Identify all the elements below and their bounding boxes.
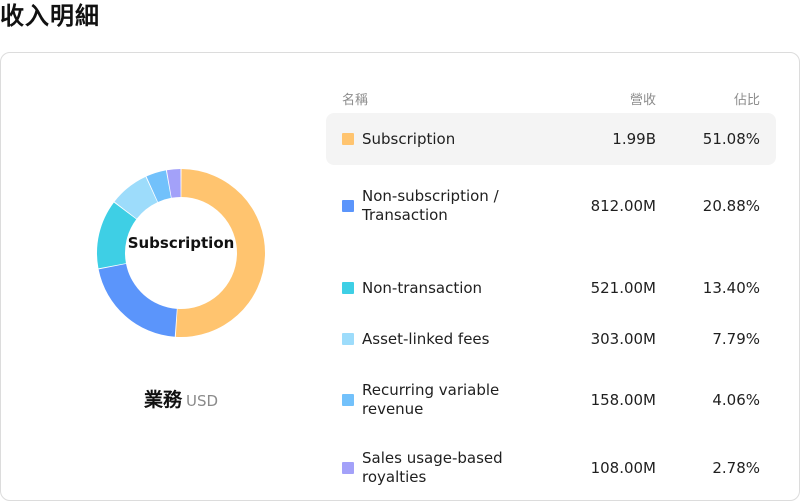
header-name: 名稱 bbox=[342, 93, 369, 108]
row-revenue: 521.00M bbox=[590, 278, 656, 297]
table-header: 名稱 營收 佔比 bbox=[326, 83, 776, 111]
row-revenue: 108.00M bbox=[590, 458, 656, 477]
legend-swatch bbox=[342, 282, 354, 294]
row-name: Sales usage-based royalties bbox=[362, 449, 503, 486]
row-share: 20.88% bbox=[702, 196, 760, 215]
donut-slice-3[interactable] bbox=[114, 176, 158, 219]
donut-slice-1[interactable] bbox=[98, 263, 177, 337]
table-row[interactable]: Subscription 1.99B 51.08% bbox=[326, 113, 776, 165]
row-share: 7.79% bbox=[712, 329, 760, 348]
row-name: Subscription bbox=[362, 129, 456, 148]
table-row[interactable]: Non-subscription / Transaction 812.00M 20.… bbox=[326, 166, 776, 246]
row-share: 2.78% bbox=[712, 458, 760, 477]
currency-unit: USD bbox=[185, 392, 219, 410]
row-share: 4.06% bbox=[712, 390, 760, 409]
segment-group-label: 業務 USD bbox=[41, 385, 321, 412]
legend-swatch bbox=[342, 462, 354, 474]
row-share: 13.40% bbox=[702, 278, 760, 297]
segment-group-name: 業務 bbox=[143, 389, 182, 411]
row-name: Recurring variable revenue bbox=[362, 381, 500, 418]
legend-swatch bbox=[342, 394, 354, 406]
row-revenue: 1.99B bbox=[612, 129, 656, 148]
donut-slice-2[interactable] bbox=[97, 202, 137, 269]
legend-swatch bbox=[342, 133, 354, 145]
table-row[interactable]: Sales usage-based royalties 108.00M 2.78% bbox=[326, 433, 776, 503]
page-title: 收入明細 bbox=[0, 2, 100, 30]
revenue-table: 名稱 營收 佔比 Subscription 1.99B 51.08% Non-subs… bbox=[326, 83, 776, 486]
legend-swatch bbox=[342, 333, 354, 345]
donut-center-label: Subscription bbox=[127, 234, 235, 252]
table-row[interactable]: Non-transaction 521.00M 13.40% bbox=[326, 264, 776, 312]
donut-slice-4[interactable] bbox=[146, 170, 171, 202]
donut-chart-svg bbox=[97, 169, 266, 337]
donut-slice-5[interactable] bbox=[166, 169, 181, 198]
row-name: Non-subscription / Transaction bbox=[362, 187, 499, 224]
table-row[interactable]: Asset-linked fees 303.00M 7.79% bbox=[326, 315, 776, 363]
row-name: Non-transaction bbox=[362, 278, 483, 297]
row-revenue: 303.00M bbox=[590, 329, 656, 348]
donut-chart: Subscription bbox=[91, 163, 271, 343]
row-name: Asset-linked fees bbox=[362, 329, 490, 348]
donut-slice-0[interactable] bbox=[175, 169, 266, 337]
revenue-breakdown-card: Subscription 業務 USD 名稱 營收 佔比 Subscription… bbox=[0, 52, 800, 501]
legend-swatch bbox=[342, 200, 354, 212]
table-row[interactable]: Recurring variable revenue 158.00M 4.06% bbox=[326, 365, 776, 435]
header-revenue: 營收 bbox=[629, 93, 656, 108]
row-revenue: 158.00M bbox=[590, 390, 656, 409]
header-share: 佔比 bbox=[733, 93, 760, 108]
row-share: 51.08% bbox=[702, 129, 760, 148]
row-revenue: 812.00M bbox=[590, 196, 656, 215]
